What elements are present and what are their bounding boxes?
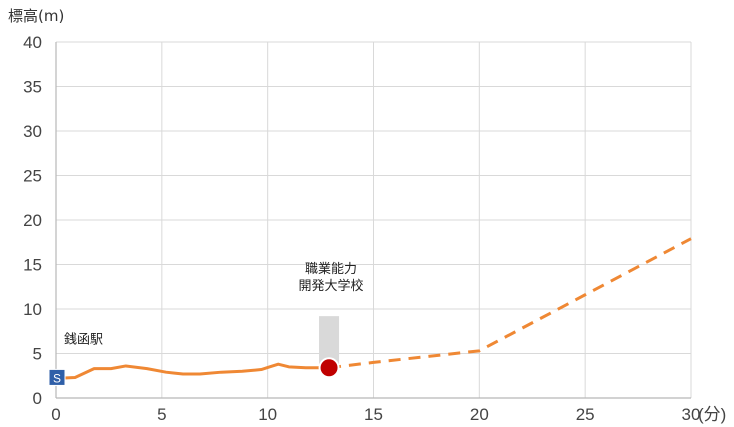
station-elevation-bar — [319, 316, 340, 368]
annotation-start-station: 銭函駅 — [64, 332, 103, 347]
start-marker-label: S — [53, 371, 61, 385]
y-axis: 0 5 10 15 20 25 30 35 40 — [23, 33, 42, 408]
y-tick-label: 10 — [23, 300, 42, 319]
x-tick-label: 10 — [258, 405, 277, 424]
annotation-destination-line1: 職業能力 — [305, 261, 357, 277]
x-tick-label: 30 — [682, 405, 701, 424]
y-tick-label: 25 — [23, 167, 42, 186]
x-axis-unit: (分) — [698, 405, 726, 424]
y-tick-label: 35 — [23, 78, 42, 97]
start-marker-box — [48, 368, 66, 386]
series-line-dashed — [328, 237, 692, 370]
series-line-solid — [55, 362, 330, 380]
y-tick-label: 0 — [33, 389, 42, 408]
x-tick-label: 20 — [470, 405, 489, 424]
y-tick-label: 15 — [23, 256, 42, 275]
x-tick-label: 25 — [576, 405, 595, 424]
y-axis-title: 標高(m) — [8, 7, 64, 25]
y-tick-label: 5 — [33, 345, 42, 364]
grid — [55, 41, 692, 399]
x-tick-label: 15 — [364, 405, 383, 424]
x-tick-label: 5 — [157, 405, 166, 424]
x-axis: 0 5 10 15 20 25 30 — [51, 405, 700, 424]
y-tick-label: 30 — [23, 122, 42, 141]
y-tick-label: 20 — [23, 211, 42, 230]
destination-marker — [318, 357, 340, 379]
y-tick-label: 40 — [23, 33, 42, 52]
x-tick-label: 0 — [51, 405, 60, 424]
series-lines — [55, 237, 692, 380]
annotation-destination-line2: 開発大学校 — [299, 278, 364, 294]
